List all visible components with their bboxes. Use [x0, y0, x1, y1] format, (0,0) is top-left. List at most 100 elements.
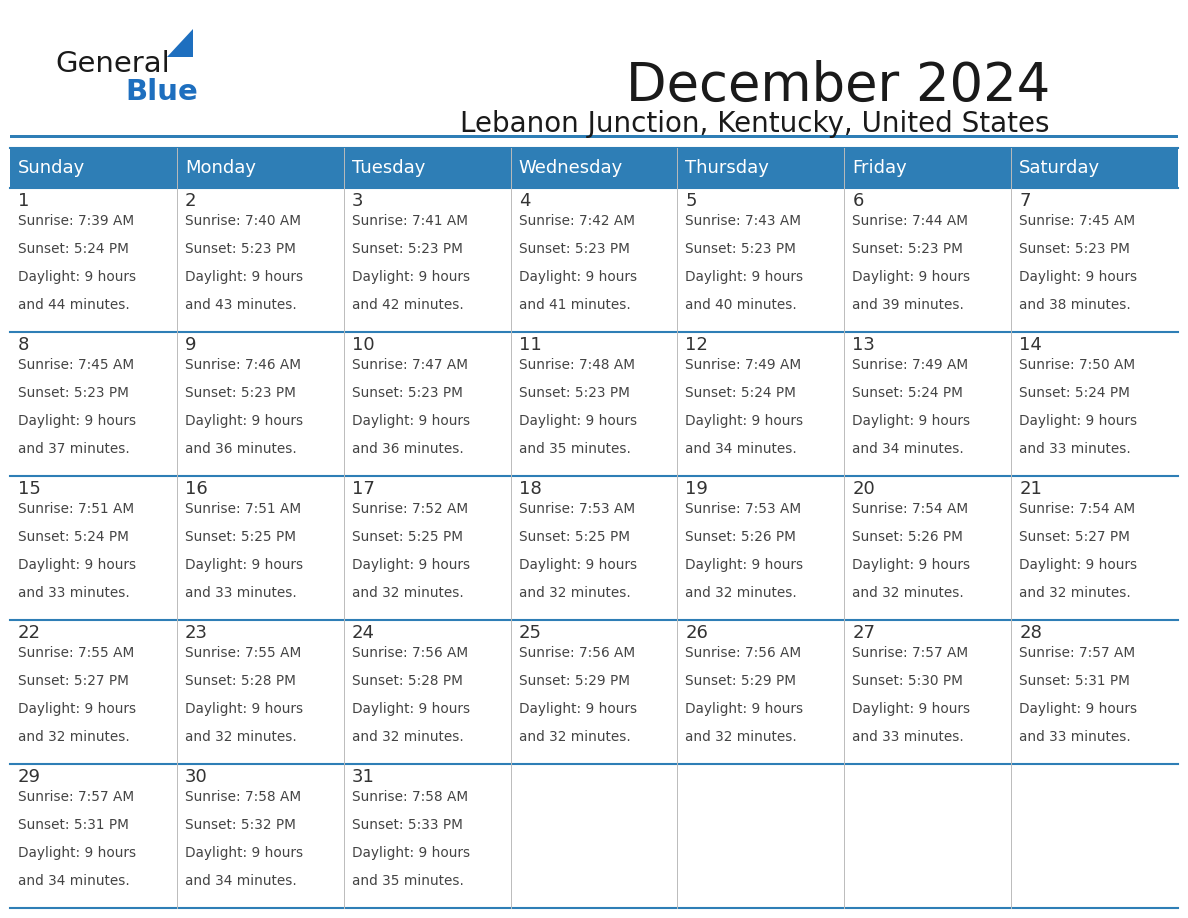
Text: 18: 18: [519, 480, 542, 498]
Text: 4: 4: [519, 192, 530, 210]
Text: 23: 23: [185, 624, 208, 642]
Text: 17: 17: [352, 480, 374, 498]
Text: Sunrise: 7:54 AM: Sunrise: 7:54 AM: [852, 502, 968, 516]
Text: Daylight: 9 hours: Daylight: 9 hours: [352, 702, 469, 716]
Text: Sunset: 5:27 PM: Sunset: 5:27 PM: [1019, 530, 1130, 544]
Text: Lebanon Junction, Kentucky, United States: Lebanon Junction, Kentucky, United State…: [461, 110, 1050, 138]
Text: Sunset: 5:26 PM: Sunset: 5:26 PM: [685, 530, 796, 544]
Text: 6: 6: [852, 192, 864, 210]
Text: Sunrise: 7:51 AM: Sunrise: 7:51 AM: [18, 502, 134, 516]
Text: 15: 15: [18, 480, 40, 498]
Text: and 32 minutes.: and 32 minutes.: [519, 586, 631, 600]
Text: Sunrise: 7:55 AM: Sunrise: 7:55 AM: [185, 646, 301, 660]
Text: Sunset: 5:32 PM: Sunset: 5:32 PM: [185, 818, 296, 832]
Text: Daylight: 9 hours: Daylight: 9 hours: [685, 270, 803, 284]
Text: and 38 minutes.: and 38 minutes.: [1019, 298, 1131, 312]
Text: 9: 9: [185, 336, 196, 354]
Text: Sunset: 5:24 PM: Sunset: 5:24 PM: [685, 386, 796, 400]
Text: Daylight: 9 hours: Daylight: 9 hours: [185, 270, 303, 284]
Text: Daylight: 9 hours: Daylight: 9 hours: [18, 414, 137, 428]
Text: and 33 minutes.: and 33 minutes.: [18, 586, 129, 600]
Text: Sunset: 5:28 PM: Sunset: 5:28 PM: [352, 674, 462, 688]
Bar: [10, 135, 1178, 138]
Text: Sunrise: 7:40 AM: Sunrise: 7:40 AM: [185, 214, 301, 228]
Bar: [10, 332, 1178, 476]
Text: Sunrise: 7:57 AM: Sunrise: 7:57 AM: [1019, 646, 1136, 660]
Text: Sunrise: 7:52 AM: Sunrise: 7:52 AM: [352, 502, 468, 516]
Text: 12: 12: [685, 336, 708, 354]
Text: Sunrise: 7:44 AM: Sunrise: 7:44 AM: [852, 214, 968, 228]
Text: and 33 minutes.: and 33 minutes.: [185, 586, 297, 600]
Text: Daylight: 9 hours: Daylight: 9 hours: [519, 414, 637, 428]
Text: Sunset: 5:23 PM: Sunset: 5:23 PM: [185, 386, 296, 400]
Text: Sunrise: 7:39 AM: Sunrise: 7:39 AM: [18, 214, 134, 228]
Text: and 34 minutes.: and 34 minutes.: [852, 442, 963, 456]
Text: 2: 2: [185, 192, 196, 210]
Text: and 40 minutes.: and 40 minutes.: [685, 298, 797, 312]
Text: Sunrise: 7:53 AM: Sunrise: 7:53 AM: [519, 502, 634, 516]
Text: Sunrise: 7:48 AM: Sunrise: 7:48 AM: [519, 358, 634, 372]
Text: Sunrise: 7:49 AM: Sunrise: 7:49 AM: [852, 358, 968, 372]
Text: Daylight: 9 hours: Daylight: 9 hours: [852, 270, 971, 284]
Text: 29: 29: [18, 768, 42, 786]
Text: Sunrise: 7:55 AM: Sunrise: 7:55 AM: [18, 646, 134, 660]
Text: and 32 minutes.: and 32 minutes.: [685, 586, 797, 600]
Text: Sunset: 5:33 PM: Sunset: 5:33 PM: [352, 818, 462, 832]
Text: Sunrise: 7:56 AM: Sunrise: 7:56 AM: [685, 646, 802, 660]
Text: and 32 minutes.: and 32 minutes.: [185, 730, 297, 744]
Text: Sunset: 5:23 PM: Sunset: 5:23 PM: [685, 242, 796, 256]
Text: Sunset: 5:28 PM: Sunset: 5:28 PM: [185, 674, 296, 688]
Text: Sunrise: 7:41 AM: Sunrise: 7:41 AM: [352, 214, 468, 228]
Text: 11: 11: [519, 336, 542, 354]
Text: Sunset: 5:23 PM: Sunset: 5:23 PM: [352, 242, 462, 256]
Text: Monday: Monday: [185, 159, 255, 177]
Text: Sunset: 5:29 PM: Sunset: 5:29 PM: [519, 674, 630, 688]
Text: Sunrise: 7:45 AM: Sunrise: 7:45 AM: [1019, 214, 1136, 228]
Text: Daylight: 9 hours: Daylight: 9 hours: [352, 846, 469, 860]
Text: Sunset: 5:23 PM: Sunset: 5:23 PM: [18, 386, 128, 400]
Text: and 42 minutes.: and 42 minutes.: [352, 298, 463, 312]
Polygon shape: [168, 29, 192, 57]
Bar: [10, 188, 1178, 332]
Text: Sunrise: 7:50 AM: Sunrise: 7:50 AM: [1019, 358, 1136, 372]
Text: Sunset: 5:30 PM: Sunset: 5:30 PM: [852, 674, 963, 688]
Text: Blue: Blue: [125, 78, 197, 106]
Text: Sunrise: 7:42 AM: Sunrise: 7:42 AM: [519, 214, 634, 228]
Text: Sunset: 5:29 PM: Sunset: 5:29 PM: [685, 674, 796, 688]
Text: Daylight: 9 hours: Daylight: 9 hours: [519, 270, 637, 284]
Text: Sunset: 5:27 PM: Sunset: 5:27 PM: [18, 674, 128, 688]
Text: Daylight: 9 hours: Daylight: 9 hours: [18, 270, 137, 284]
Text: Daylight: 9 hours: Daylight: 9 hours: [18, 846, 137, 860]
Text: Daylight: 9 hours: Daylight: 9 hours: [852, 414, 971, 428]
Text: Thursday: Thursday: [685, 159, 770, 177]
Text: and 34 minutes.: and 34 minutes.: [685, 442, 797, 456]
Text: Daylight: 9 hours: Daylight: 9 hours: [185, 702, 303, 716]
Text: Sunrise: 7:56 AM: Sunrise: 7:56 AM: [352, 646, 468, 660]
Text: Daylight: 9 hours: Daylight: 9 hours: [685, 702, 803, 716]
Text: 5: 5: [685, 192, 697, 210]
Text: Daylight: 9 hours: Daylight: 9 hours: [519, 702, 637, 716]
Text: and 36 minutes.: and 36 minutes.: [185, 442, 297, 456]
Text: Saturday: Saturday: [1019, 159, 1100, 177]
Text: 8: 8: [18, 336, 30, 354]
Text: and 34 minutes.: and 34 minutes.: [185, 874, 297, 888]
Text: and 32 minutes.: and 32 minutes.: [519, 730, 631, 744]
Text: Daylight: 9 hours: Daylight: 9 hours: [352, 558, 469, 572]
Text: Daylight: 9 hours: Daylight: 9 hours: [1019, 414, 1137, 428]
Text: and 44 minutes.: and 44 minutes.: [18, 298, 129, 312]
Text: Daylight: 9 hours: Daylight: 9 hours: [1019, 558, 1137, 572]
Text: and 32 minutes.: and 32 minutes.: [352, 586, 463, 600]
Text: Sunset: 5:24 PM: Sunset: 5:24 PM: [1019, 386, 1130, 400]
Text: Sunrise: 7:53 AM: Sunrise: 7:53 AM: [685, 502, 802, 516]
Text: Daylight: 9 hours: Daylight: 9 hours: [18, 702, 137, 716]
Text: and 32 minutes.: and 32 minutes.: [18, 730, 129, 744]
Text: Daylight: 9 hours: Daylight: 9 hours: [685, 414, 803, 428]
Text: and 34 minutes.: and 34 minutes.: [18, 874, 129, 888]
Text: 24: 24: [352, 624, 374, 642]
Bar: [10, 620, 1178, 764]
Text: and 33 minutes.: and 33 minutes.: [1019, 442, 1131, 456]
Text: Sunrise: 7:54 AM: Sunrise: 7:54 AM: [1019, 502, 1136, 516]
Text: Sunrise: 7:45 AM: Sunrise: 7:45 AM: [18, 358, 134, 372]
Text: Sunrise: 7:47 AM: Sunrise: 7:47 AM: [352, 358, 468, 372]
Text: Daylight: 9 hours: Daylight: 9 hours: [1019, 702, 1137, 716]
